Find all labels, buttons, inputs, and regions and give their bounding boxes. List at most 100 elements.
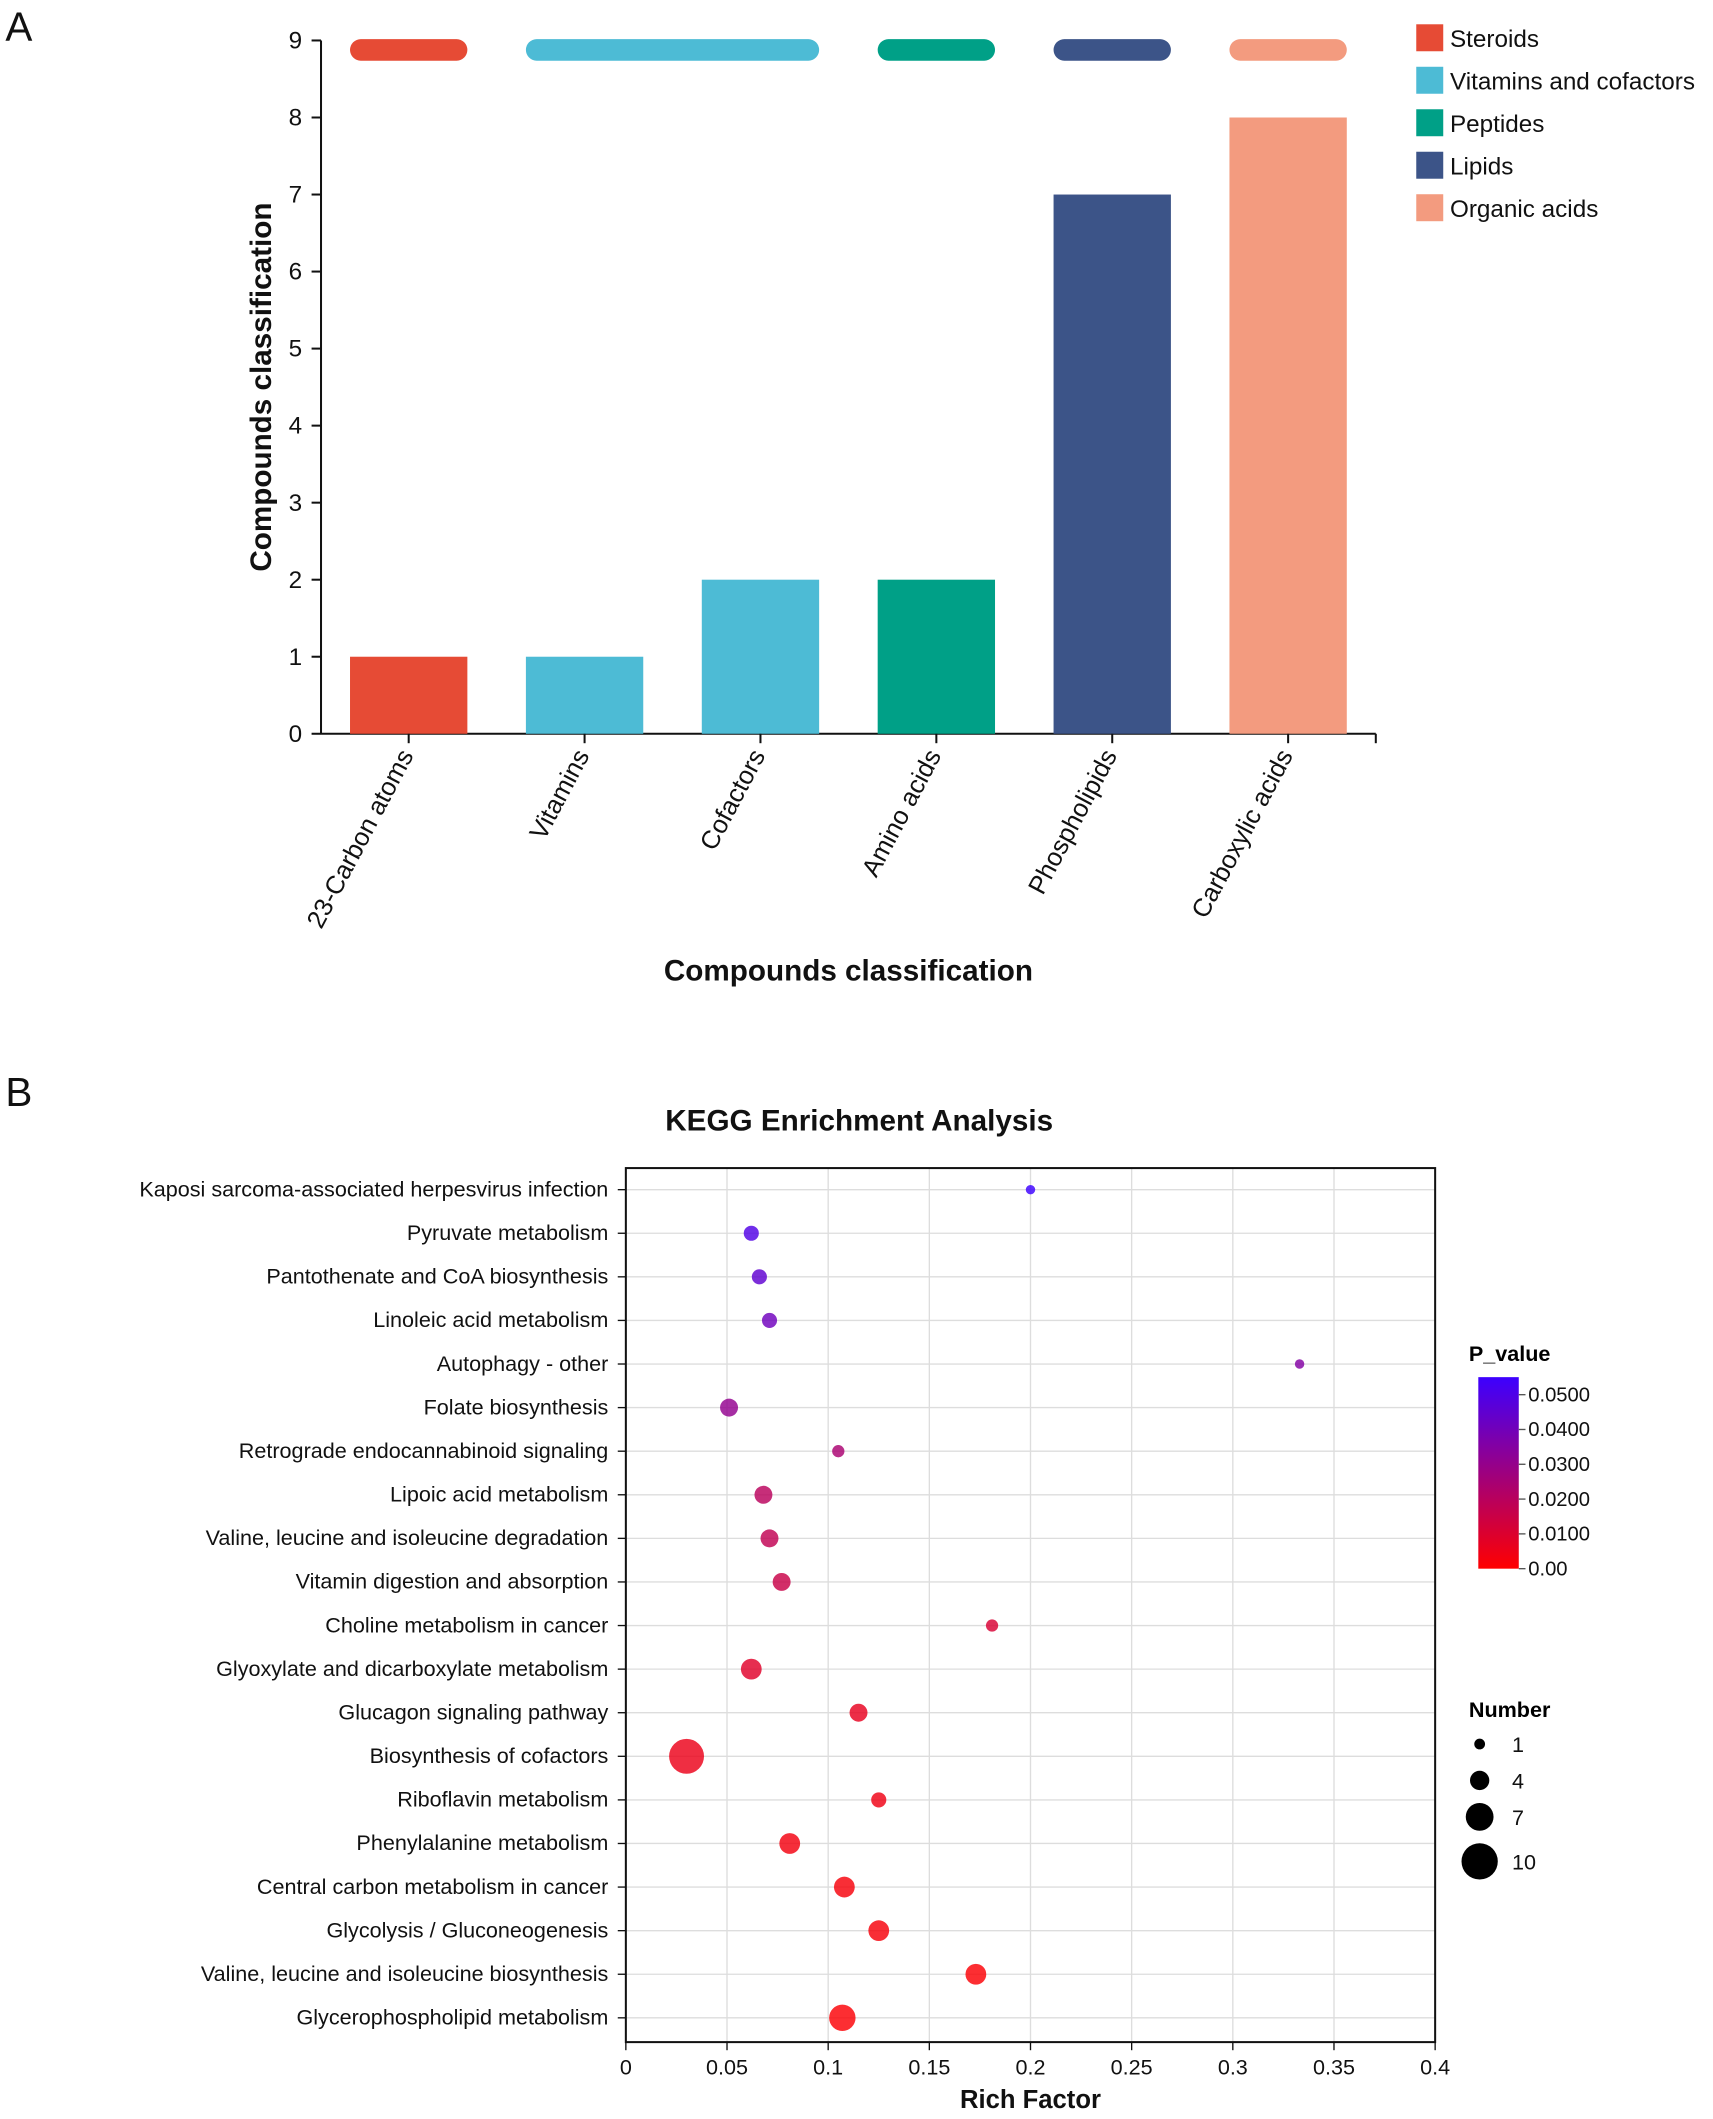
legend-label: Vitamins and cofactors bbox=[1450, 69, 1695, 96]
bubble-point bbox=[761, 1312, 778, 1328]
color-tick-label: 0.00 bbox=[1528, 1558, 1567, 1580]
bubble-point bbox=[779, 1833, 801, 1854]
color-tick-label: 0.0400 bbox=[1528, 1419, 1590, 1441]
y-tick-label: Central carbon metabolism in cancer bbox=[257, 1874, 608, 1899]
bubble-point bbox=[772, 1572, 791, 1591]
bubble-point bbox=[829, 2004, 856, 2032]
y-tick-label: Autophagy - other bbox=[437, 1351, 609, 1376]
bubble-point bbox=[985, 1619, 999, 1632]
legend-swatch bbox=[1416, 151, 1444, 179]
x-tick-label: 23-Carbon atoms bbox=[302, 745, 420, 933]
y-tick-label: Phenylalanine metabolism bbox=[356, 1830, 608, 1855]
x-tick-label: 0.25 bbox=[1111, 2054, 1153, 2079]
y-tick-label: Valine, leucine and isoleucine degradati… bbox=[206, 1525, 609, 1550]
bubble-point bbox=[720, 1398, 739, 1417]
x-tick-label: 0 bbox=[620, 2054, 632, 2079]
y-tick-label: 2 bbox=[289, 567, 303, 594]
size-legend-circle bbox=[1470, 1770, 1490, 1791]
y-tick-label: 3 bbox=[289, 490, 303, 517]
y-tick-label: 0 bbox=[289, 721, 303, 748]
legend-a: Steroids Vitamins and cofactors Peptides Li… bbox=[1416, 24, 1695, 223]
y-tick-label: Glycerophospholipid metabolism bbox=[296, 2005, 608, 2030]
y-tick-label: 7 bbox=[289, 182, 303, 209]
x-tick-label: Amino acids bbox=[857, 745, 947, 881]
group-bar-peptides bbox=[877, 39, 996, 61]
panel-label-a: A bbox=[5, 3, 32, 49]
bubble-point bbox=[965, 1963, 987, 1985]
bubble-point bbox=[833, 1876, 855, 1898]
group-bar-steroids bbox=[350, 39, 468, 61]
x-tick-label: Carboxylic acids bbox=[1187, 745, 1299, 923]
legend-label: Lipids bbox=[1450, 154, 1513, 181]
y-tick-label: Pyruvate metabolism bbox=[407, 1220, 608, 1245]
y-tick-label: 8 bbox=[289, 105, 303, 132]
y-tick-label: Linoleic acid metabolism bbox=[373, 1307, 608, 1332]
x-axis-title-b: Rich Factor bbox=[960, 2086, 1101, 2114]
bar-1 bbox=[525, 656, 644, 734]
legend-label: Steroids bbox=[1450, 26, 1539, 53]
size-legend-circle bbox=[1474, 1738, 1486, 1750]
size-legend-circle bbox=[1465, 1802, 1494, 1831]
y-tick-label: Vitamin digestion and absorption bbox=[296, 1569, 609, 1594]
y-tick-label: 1 bbox=[289, 644, 303, 671]
y-tick-label: 5 bbox=[289, 336, 303, 363]
bar-chart: 0 1 2 3 4 5 6 7 8 9 23-Carbon atoms Vitamins Cofacto… bbox=[289, 28, 1377, 933]
x-tick-label: 0.05 bbox=[706, 2054, 748, 2079]
y-tick-label: Riboflavin metabolism bbox=[397, 1787, 608, 1812]
color-tick-label: 0.0300 bbox=[1528, 1454, 1590, 1476]
bar-3 bbox=[877, 579, 996, 734]
color-tick-label: 0.0100 bbox=[1528, 1524, 1590, 1546]
y-tick-label: 9 bbox=[289, 28, 303, 55]
bubble-point bbox=[669, 1738, 705, 1774]
bubble-point bbox=[1025, 1184, 1036, 1195]
y-tick-label: Kaposi sarcoma-associated herpesvirus in… bbox=[139, 1176, 608, 1201]
y-tick-label: 6 bbox=[289, 259, 303, 286]
bubble-chart: 0 0.05 0.1 0.15 0.2 0.25 0.3 0.35 0.4 Kaposi sarc… bbox=[139, 1167, 1450, 2079]
legend-swatch bbox=[1416, 194, 1444, 222]
legend-swatch bbox=[1416, 109, 1444, 137]
color-bar bbox=[1478, 1377, 1519, 1569]
bubble-point bbox=[868, 1920, 890, 1942]
color-tick-label: 0.0500 bbox=[1528, 1384, 1590, 1406]
size-legend-label: 10 bbox=[1512, 1849, 1536, 1874]
chart-title-b: KEGG Enrichment Analysis bbox=[665, 1104, 1053, 1137]
y-tick-label: Pantothenate and CoA biosynthesis bbox=[266, 1264, 608, 1289]
bubble-point bbox=[754, 1485, 773, 1504]
group-bar-vitamins-and-cofactors bbox=[525, 39, 820, 61]
y-tick-label: Folate biosynthesis bbox=[424, 1394, 609, 1419]
size-legend-label: 1 bbox=[1512, 1732, 1524, 1757]
bar-4 bbox=[1053, 194, 1171, 734]
x-axis-title-a: Compounds classification bbox=[664, 955, 1033, 988]
x-tick-label: 0.35 bbox=[1313, 2054, 1355, 2079]
bubble-point bbox=[832, 1445, 845, 1458]
bubble-point bbox=[849, 1703, 868, 1722]
y-tick-label: Glycolysis / Gluconeogenesis bbox=[326, 1917, 608, 1942]
size-legend-label: 4 bbox=[1512, 1769, 1524, 1794]
legend-swatch bbox=[1416, 66, 1444, 94]
bubble-point bbox=[751, 1269, 767, 1285]
legend-label: Organic acids bbox=[1450, 196, 1598, 223]
x-tick-label: Phospholipids bbox=[1023, 745, 1123, 899]
plot-frame bbox=[624, 1167, 1437, 2044]
bar-5 bbox=[1229, 117, 1347, 734]
bubble-point bbox=[740, 1658, 762, 1680]
size-legend-label: 7 bbox=[1512, 1805, 1524, 1830]
size-legend-circle bbox=[1461, 1843, 1498, 1880]
y-axis-title-a: Compounds classification bbox=[245, 203, 278, 572]
bubble-point bbox=[743, 1225, 759, 1241]
y-tick-label: Valine, leucine and isoleucine biosynthe… bbox=[201, 1961, 609, 1986]
x-tick-label: 0.3 bbox=[1218, 2054, 1248, 2079]
group-bar-organic-acids bbox=[1229, 39, 1347, 61]
x-tick-label: 0.4 bbox=[1420, 2054, 1450, 2079]
y-tick-label: Glyoxylate and dicarboxylate metabolism bbox=[216, 1656, 608, 1681]
legend-label: Peptides bbox=[1450, 111, 1544, 138]
bubble-point bbox=[760, 1529, 779, 1548]
bar-0 bbox=[350, 656, 468, 734]
y-tick-label: Choline metabolism in cancer bbox=[325, 1612, 608, 1637]
y-tick-label: Glucagon signaling pathway bbox=[338, 1699, 608, 1724]
color-tick-label: 0.0200 bbox=[1528, 1489, 1590, 1511]
x-tick-label: 0.2 bbox=[1015, 2054, 1045, 2079]
bubble-point bbox=[871, 1792, 887, 1808]
legend-swatch bbox=[1416, 24, 1444, 52]
